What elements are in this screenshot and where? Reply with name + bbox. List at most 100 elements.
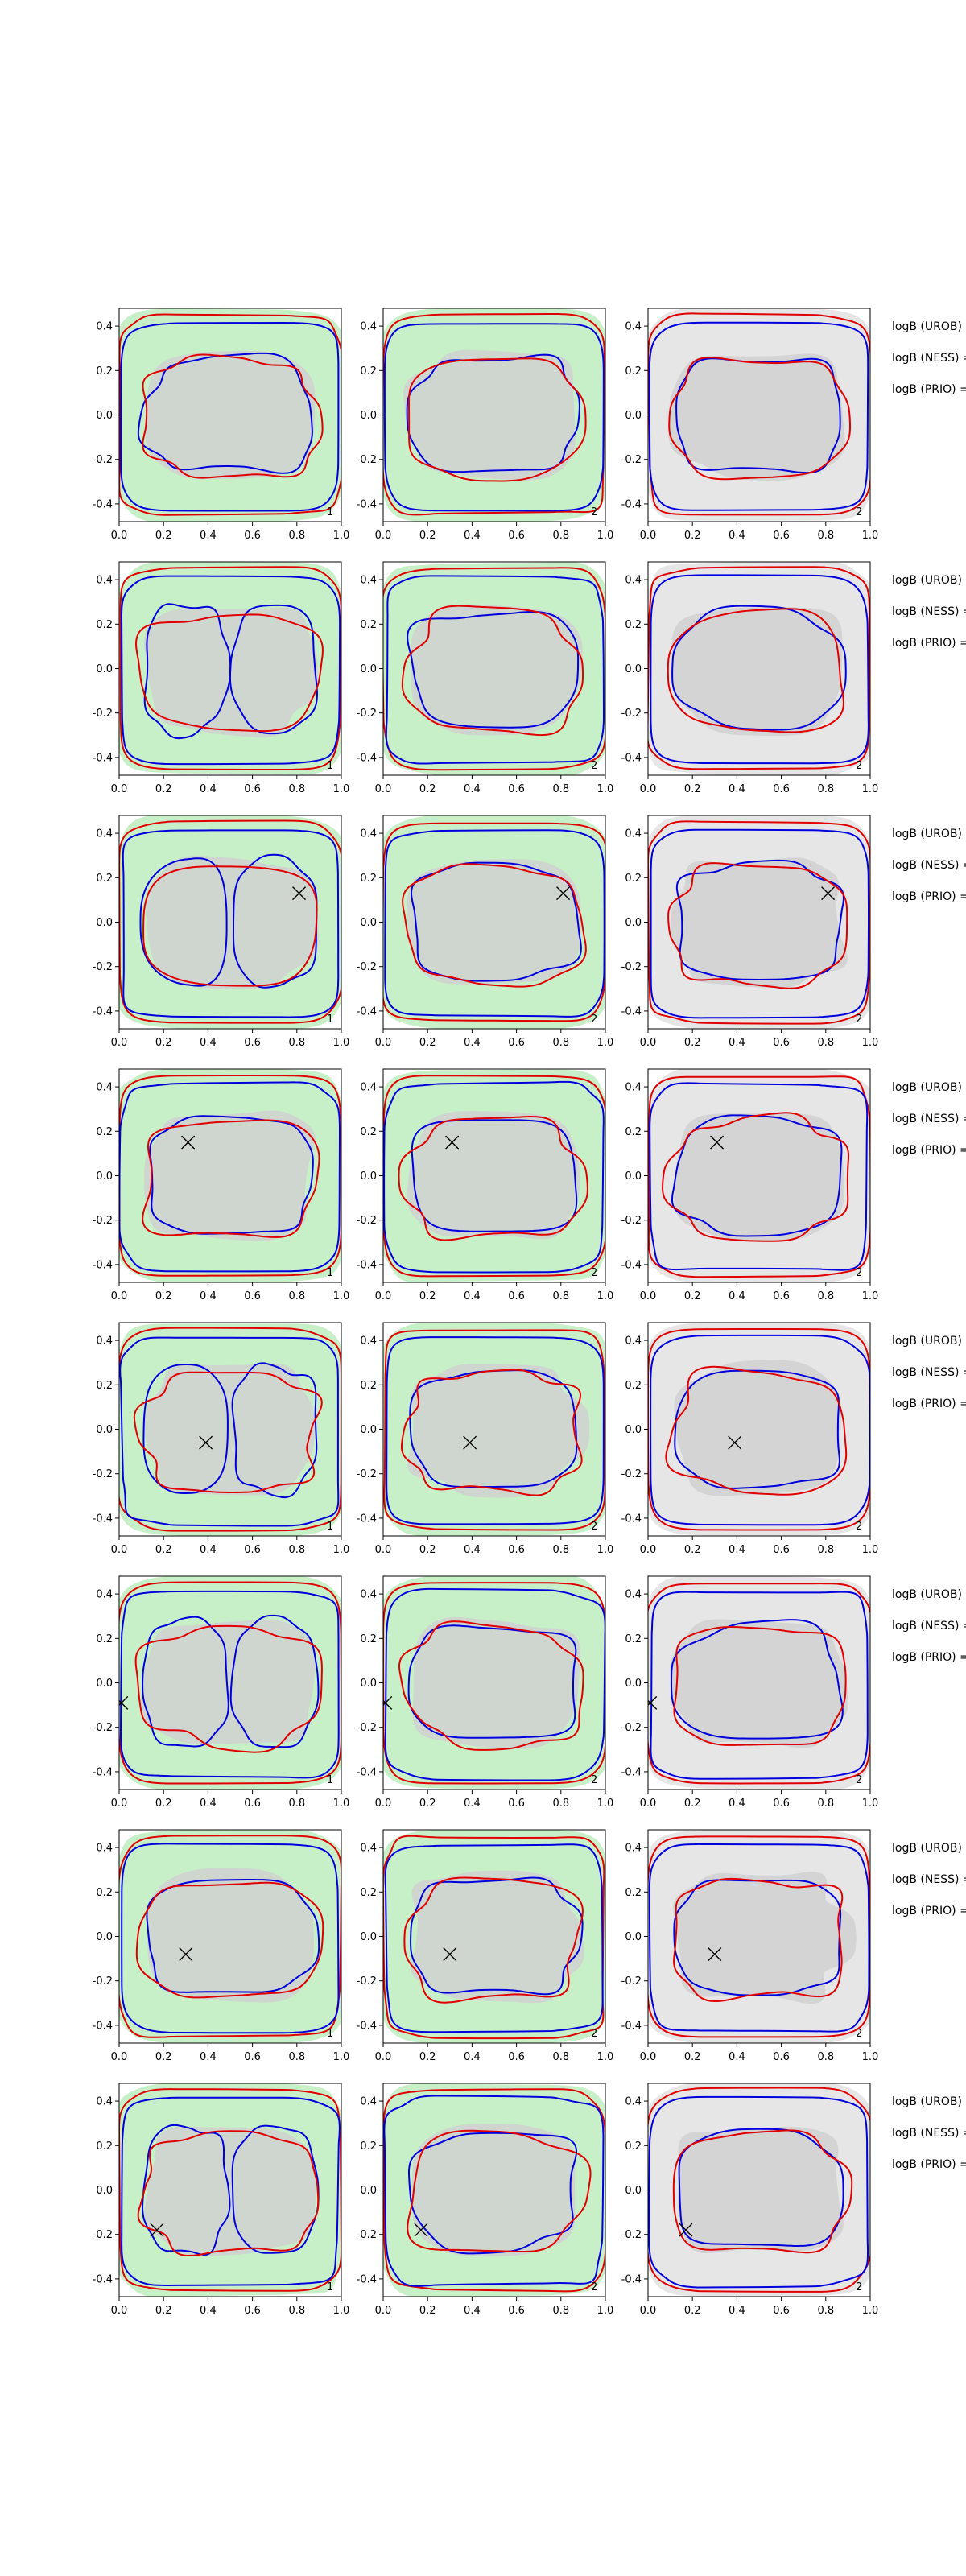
x-tick-label: 0.4 [464, 2305, 481, 2317]
red-contour-outer [119, 1581, 341, 1785]
y-tick-label: -0.2 [93, 1468, 113, 1480]
y-tick-label: 0.0 [625, 1678, 642, 1690]
red-contour-inner [398, 1115, 588, 1241]
x-tick-label: 0.4 [729, 530, 745, 542]
density-fill-inner [412, 1616, 581, 1749]
x-tick-label: 0.4 [464, 530, 481, 542]
y-tick-label: 0.2 [625, 365, 642, 378]
y-tick-label: 0.2 [360, 2140, 377, 2153]
y-tick-label: 0.0 [360, 663, 377, 675]
panel-r5-c3: 0.0 0.2 0.4 0.6 0.8 1.0 0.4 0.2 0.0 -0.2 -0.4 2 [621, 1322, 878, 1556]
y-tick-label: 0.4 [360, 575, 377, 587]
blue-contour-inner [671, 1114, 843, 1237]
panel-index-label: 2 [591, 506, 597, 518]
y-tick-label: -0.2 [93, 454, 113, 466]
panel-r2-c2: 0.0 0.2 0.4 0.6 0.8 1.0 0.4 0.2 0.0 -0.2 -0.4 2 [357, 561, 613, 795]
density-fill-inner [144, 2126, 316, 2256]
panel-index-label: 1 [327, 2281, 333, 2293]
blue-contour-inner [675, 357, 841, 474]
density-fill-inner [403, 349, 576, 481]
red-contour-inner [402, 863, 587, 988]
panel-index-label: 2 [856, 2281, 862, 2293]
x-tick-label: 0.4 [200, 530, 217, 542]
x-tick-label: 1.0 [597, 2051, 614, 2063]
blue-contour-inner [670, 1619, 844, 1740]
y-tick-label: 0.4 [96, 321, 113, 333]
red-contour-inner [667, 862, 848, 989]
y-tick-label: -0.4 [621, 498, 642, 510]
x-tick-label: 0.8 [817, 1290, 834, 1302]
y-tick-label: -0.2 [621, 1215, 642, 1227]
y-tick-label: 0.4 [625, 2096, 642, 2108]
panel-index-label: 2 [591, 2281, 597, 2293]
y-tick-label: 0.2 [96, 1633, 113, 1645]
x-tick-label: 0.2 [419, 1290, 436, 1302]
panel-r6-c3: 0.0 0.2 0.4 0.6 0.8 1.0 0.4 0.2 0.0 -0.2 -0.4 2 [621, 1575, 878, 1810]
panel-index-label: 1 [327, 1521, 333, 1533]
x-tick-label: 0.4 [729, 1037, 745, 1049]
x-tick-label: 0.2 [155, 1037, 172, 1049]
x-tick-label: 0.8 [288, 2051, 305, 2063]
y-tick-label: -0.2 [621, 1722, 642, 1734]
x-tick-label: 0.6 [508, 1290, 525, 1302]
x-tick-label: 1.0 [333, 1544, 350, 1556]
y-tick-label: -0.2 [93, 708, 113, 720]
x-tick-label: 0.6 [508, 1037, 525, 1049]
x-tick-label: 0.4 [464, 1544, 481, 1556]
y-tick-label: 0.4 [96, 1082, 113, 1094]
x-tick-label: 0.6 [773, 2051, 790, 2063]
y-tick-label: -0.4 [621, 1766, 642, 1778]
panel-r4-c2: 0.0 0.2 0.4 0.6 0.8 1.0 0.4 0.2 0.0 -0.2 -0.4 2 [357, 1068, 613, 1302]
red-contour-outer [648, 2087, 870, 2293]
y-tick-label: 0.0 [96, 1170, 113, 1183]
y-tick-label: 0.0 [96, 917, 113, 929]
y-tick-label: -0.2 [621, 454, 642, 466]
x-tick-label: 0.8 [552, 2051, 569, 2063]
x-tick-label: 0.0 [375, 1037, 392, 1049]
red-contour-inner [403, 1876, 584, 2004]
y-tick-label: -0.4 [93, 1005, 113, 1018]
red-contour-outer [119, 1327, 341, 1532]
x-tick-label: 0.2 [155, 530, 172, 542]
side-label-1: logB (UROB) = [892, 828, 966, 840]
y-tick-label: -0.4 [621, 2020, 642, 2032]
blue-contour-inner [137, 352, 313, 474]
y-tick-label: 0.4 [360, 321, 377, 333]
x-tick-label: 0.6 [244, 1798, 261, 1810]
side-label-1: logB (UROB) = [892, 1842, 966, 1855]
density-fill-inner [674, 1360, 841, 1496]
x-tick-label: 0.4 [729, 1544, 745, 1556]
panel-index-label: 1 [327, 506, 333, 518]
y-tick-label: -0.2 [357, 961, 377, 973]
panel-r1-c1: 0.0 0.2 0.4 0.6 0.8 1.0 0.4 0.2 0.0 -0.2 -0.4 1 [93, 308, 349, 542]
red-contour-outer [119, 566, 341, 771]
red-contour-inner [135, 613, 324, 733]
y-tick-label: -0.4 [357, 1513, 377, 1525]
blue-contour-inner [671, 605, 847, 731]
y-tick-label: 0.0 [360, 1170, 377, 1183]
y-tick-label: 0.0 [625, 917, 642, 929]
x-tick-label: 0.4 [200, 1544, 217, 1556]
panel-index-label: 2 [856, 2028, 862, 2040]
x-tick-label: 0.6 [244, 2305, 261, 2317]
red-contour-inner [400, 1368, 583, 1496]
y-tick-label: 0.0 [625, 663, 642, 675]
x-tick-label: 0.6 [508, 2305, 525, 2317]
x-tick-label: 0.0 [111, 2305, 128, 2317]
y-tick-label: -0.2 [357, 1468, 377, 1480]
y-tick-label: 0.0 [625, 1931, 642, 1943]
x-tick-label: 0.6 [244, 783, 261, 795]
x-tick-label: 0.8 [817, 1544, 834, 1556]
x-tick-label: 0.2 [419, 530, 436, 542]
y-tick-label: -0.2 [357, 1975, 377, 1988]
blue-contour-outer [649, 1082, 869, 1271]
x-tick-label: 0.6 [773, 2305, 790, 2317]
y-tick-label: 0.2 [625, 1126, 642, 1138]
y-tick-label: 0.2 [360, 1887, 377, 1899]
blue-contour-inner [407, 1624, 577, 1739]
y-tick-label: 0.0 [96, 663, 113, 675]
panel-r8-c2: 0.0 0.2 0.4 0.6 0.8 1.0 0.4 0.2 0.0 -0.2 -0.4 2 [357, 2083, 613, 2317]
x-tick-label: 0.2 [419, 1037, 436, 1049]
x-tick-label: 0.2 [155, 2305, 172, 2317]
